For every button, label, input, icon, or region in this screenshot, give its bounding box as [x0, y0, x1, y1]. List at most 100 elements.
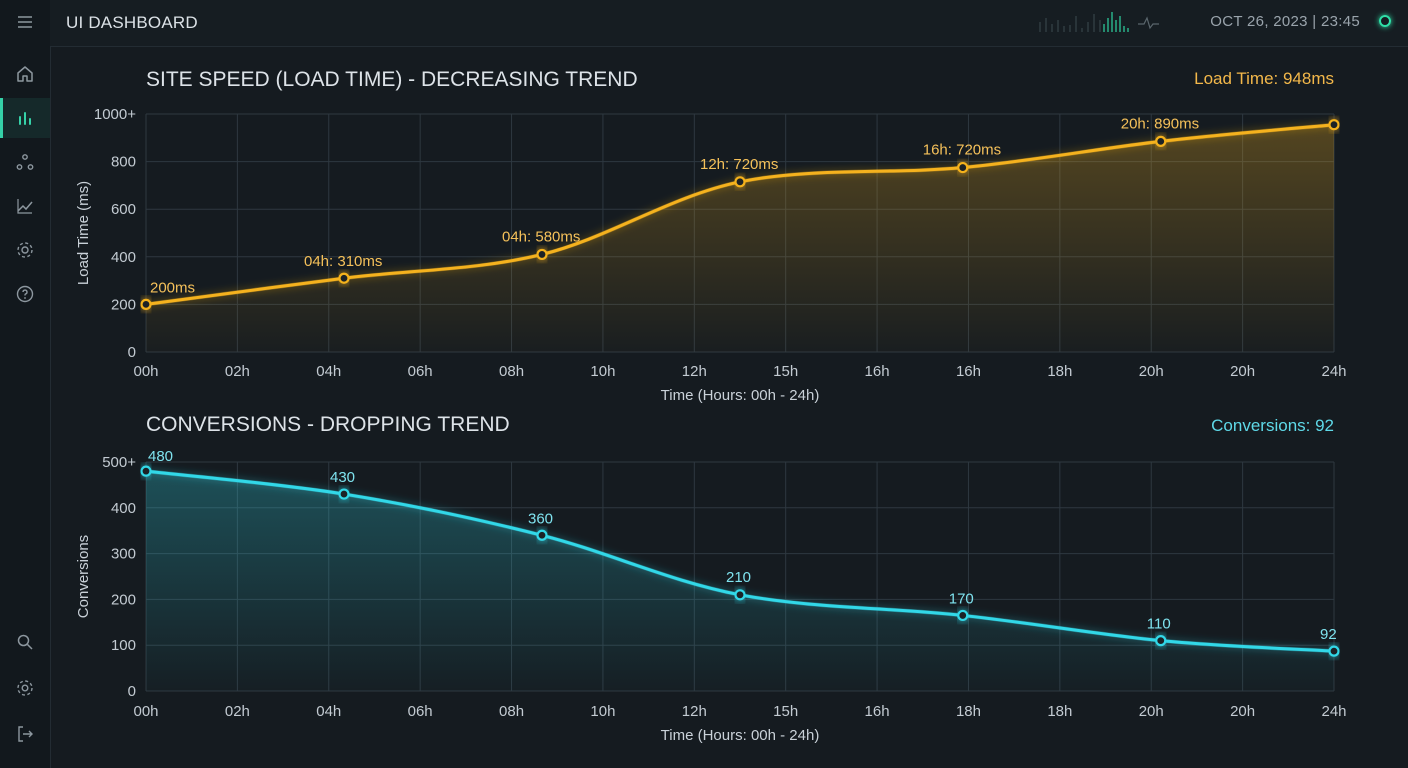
x-tick-label: 20h	[1230, 703, 1255, 720]
x-tick-label: 04h	[316, 703, 341, 720]
load-time-chart: SITE SPEED (LOAD TIME) - DECREASING TREN…	[75, 68, 1347, 404]
x-tick-label: 24h	[1321, 703, 1346, 720]
home-icon	[17, 66, 33, 82]
data-label: 12h: 720ms	[700, 156, 778, 173]
data-label: 210	[726, 569, 751, 586]
data-point	[536, 248, 548, 261]
x-tick-label: 06h	[408, 363, 433, 380]
x-tick-label: 02h	[225, 363, 250, 380]
menu-button[interactable]	[0, 2, 50, 42]
sidebar-item-home[interactable]	[0, 54, 50, 94]
data-label: 04h: 580ms	[502, 228, 580, 245]
x-tick-label: 16h	[865, 363, 890, 380]
series-area	[146, 471, 1334, 691]
help-icon	[16, 285, 34, 303]
data-point	[957, 161, 969, 174]
x-tick-label: 08h	[499, 703, 524, 720]
x-tick-label: 16h	[956, 363, 981, 380]
search-button[interactable]	[0, 622, 50, 662]
y-tick-label: 600	[111, 201, 136, 218]
y-tick-label: 1000+	[94, 106, 136, 123]
data-point	[957, 609, 969, 622]
data-label: 170	[949, 590, 974, 607]
y-tick-label: 0	[128, 683, 136, 700]
data-point	[1155, 135, 1167, 147]
chart-kpi-value: Load Time: 948ms	[1194, 69, 1334, 88]
data-point	[140, 298, 152, 310]
chart-kpi-value: Conversions: 92	[1211, 416, 1334, 435]
data-label: 110	[1147, 616, 1171, 633]
sidebar-item-network[interactable]	[0, 142, 50, 182]
y-axis-label: Conversions	[75, 535, 92, 618]
data-label: 16h: 720ms	[923, 142, 1001, 159]
x-tick-label: 12h	[682, 703, 707, 720]
logout-button[interactable]	[0, 714, 50, 754]
activity-sparkline-icon	[1039, 12, 1159, 32]
menu-icon	[18, 16, 32, 28]
data-label: 430	[330, 469, 355, 486]
y-tick-label: 200	[111, 296, 136, 313]
x-tick-label: 06h	[408, 703, 433, 720]
data-label: 04h: 310ms	[304, 253, 382, 270]
data-label: 20h: 890ms	[1121, 115, 1199, 132]
series-area	[146, 124, 1334, 353]
y-tick-label: 200	[111, 591, 136, 608]
data-point	[140, 465, 152, 477]
x-tick-label: 20h	[1230, 363, 1255, 380]
data-point	[734, 176, 746, 188]
chart-title: CONVERSIONS - DROPPING TREND	[146, 413, 510, 436]
sidebar-item-analytics[interactable]	[0, 98, 50, 138]
search-icon	[17, 634, 33, 650]
nodes-icon	[16, 154, 34, 170]
sidebar-item-trends[interactable]	[0, 186, 50, 226]
data-point	[1328, 119, 1340, 131]
conversions-panel: CONVERSIONS - DROPPING TREND Conversions:…	[50, 406, 1408, 768]
bar-chart-icon	[19, 112, 31, 125]
x-tick-label: 20h	[1139, 703, 1164, 720]
x-tick-label: 18h	[956, 703, 981, 720]
data-point	[734, 589, 746, 601]
y-tick-label: 300	[111, 546, 136, 563]
x-tick-label: 16h	[865, 703, 890, 720]
data-label: 480	[148, 448, 173, 465]
sidebar-item-help[interactable]	[0, 274, 50, 314]
settings-button[interactable]	[0, 668, 50, 708]
x-tick-label: 10h	[590, 703, 615, 720]
x-tick-label: 18h	[1047, 703, 1072, 720]
data-label: 360	[528, 510, 553, 527]
x-tick-label: 00h	[133, 703, 158, 720]
y-tick-label: 0	[128, 344, 136, 361]
gear-icon	[17, 242, 33, 258]
y-tick-label: 500+	[102, 454, 136, 471]
x-tick-label: 00h	[133, 363, 158, 380]
logout-icon	[18, 726, 33, 742]
data-label: 200ms	[150, 279, 195, 296]
y-tick-label: 100	[111, 637, 136, 654]
x-tick-label: 20h	[1139, 363, 1164, 380]
data-point	[1328, 645, 1340, 657]
chart-title: SITE SPEED (LOAD TIME) - DECREASING TREN…	[146, 68, 638, 91]
x-tick-label: 15h	[773, 363, 798, 380]
y-axis-label: Load Time (ms)	[75, 181, 92, 285]
y-tick-label: 400	[111, 500, 136, 517]
x-tick-label: 08h	[499, 363, 524, 380]
data-point	[338, 272, 350, 284]
line-chart-icon	[17, 199, 33, 214]
sidebar	[0, 0, 51, 768]
top-bar: UI DASHBOARD OCT 26, 2023 | 23:45	[50, 0, 1408, 47]
x-tick-label: 10h	[590, 363, 615, 380]
data-label: 92	[1320, 626, 1337, 643]
datetime: OCT 26, 2023 | 23:45	[1210, 13, 1360, 30]
x-tick-label: 18h	[1047, 363, 1072, 380]
x-tick-label: 04h	[316, 363, 341, 380]
settings-icon	[17, 680, 33, 696]
x-axis-label: Time (Hours: 00h - 24h)	[661, 387, 820, 404]
x-tick-label: 12h	[682, 363, 707, 380]
x-tick-label: 15h	[773, 703, 798, 720]
y-tick-label: 400	[111, 249, 136, 266]
status-indicator-icon	[1379, 15, 1391, 27]
sidebar-item-settings[interactable]	[0, 230, 50, 270]
y-tick-label: 800	[111, 154, 136, 171]
x-axis-label: Time (Hours: 00h - 24h)	[661, 727, 820, 744]
load-time-panel: SITE SPEED (LOAD TIME) - DECREASING TREN…	[50, 46, 1408, 406]
